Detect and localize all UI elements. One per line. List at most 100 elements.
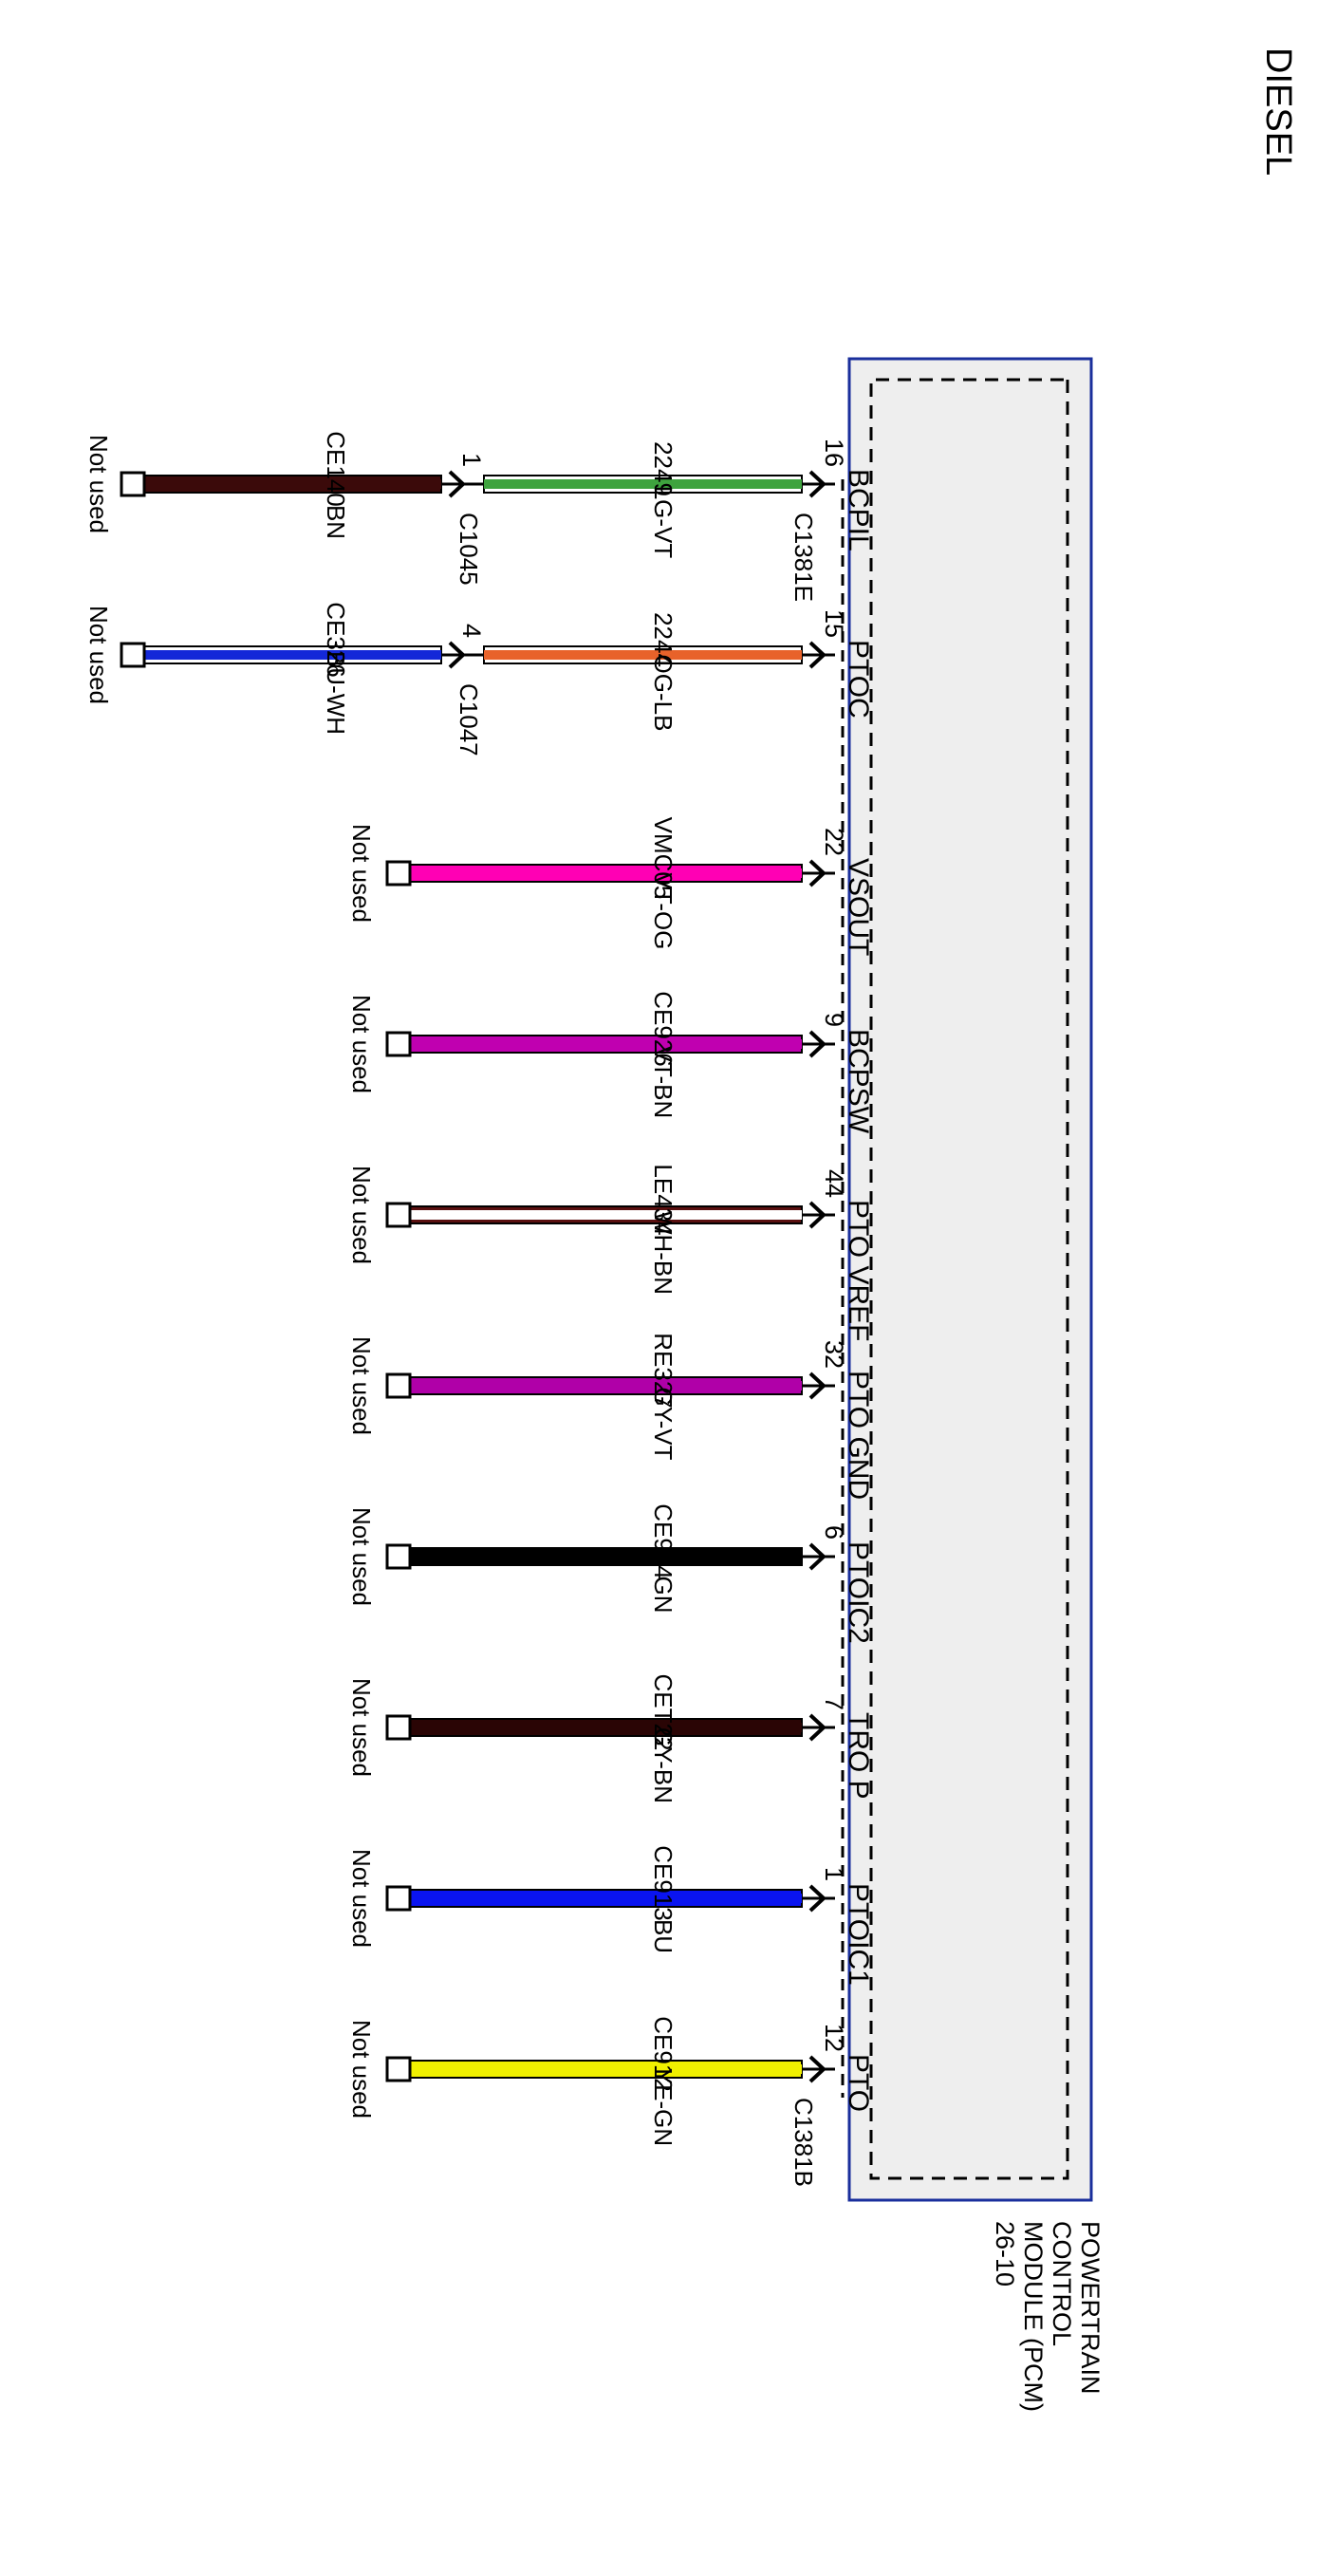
circuit-3-pin-label: 9 — [820, 1013, 848, 1027]
circuit-2-pin-label: 22 — [820, 828, 848, 856]
circuit-0-color-code-label: LG-VT — [649, 486, 678, 559]
circuit-0-pin-label: 16 — [820, 439, 848, 467]
circuit-5-end-terminal — [385, 1372, 412, 1399]
circuit-0-ext-circuit-label: CE140 — [322, 431, 350, 507]
circuit-5-wire — [399, 1381, 802, 1391]
circuit-1-ext-circuit-label: CE326 — [322, 602, 350, 678]
circuit-1-circuit-label: 2244 — [649, 612, 678, 667]
pcm-inner-dashed-box — [869, 378, 1069, 2180]
circuit-6-circuit-label: CE914 — [649, 1503, 678, 1579]
circuit-5-circuit-label: RE327 — [649, 1333, 678, 1409]
circuit-5-color-code-label: GY-VT — [649, 1387, 678, 1460]
circuit-1-ext-color-code-label: BU-WH — [322, 651, 350, 735]
circuit-0-wire — [484, 479, 802, 489]
module-label-line-1: POWERTRAIN — [1076, 2221, 1105, 2395]
circuit-2-color-code-label: VT-OG — [649, 873, 678, 950]
circuit-8-pin-chevron — [808, 1884, 826, 1913]
circuit-2-circuit-label: VMC05 — [649, 817, 678, 900]
circuit-7-pin-label: 7 — [820, 1696, 848, 1710]
circuit-1-end-terminal — [120, 642, 146, 668]
connector-label-c1381e: C1381E — [789, 513, 818, 602]
circuit-9-circuit-label: CE912 — [649, 2016, 678, 2092]
circuit-3-end-terminal — [385, 1031, 412, 1057]
circuit-6-color-code-label: GN — [649, 1577, 678, 1614]
circuit-1-not-used-label: Not used — [84, 606, 113, 704]
circuit-4-signal-label: PTO VREF — [843, 1200, 874, 1341]
circuit-6-not-used-label: Not used — [347, 1507, 376, 1606]
module-label-line-4: 26-10 — [991, 2221, 1019, 2287]
circuit-0-not-used-label: Not used — [84, 435, 113, 533]
module-label-line-3: MODULE (PCM) — [1019, 2221, 1048, 2412]
circuit-7-signal-label: TRO P — [843, 1712, 874, 1800]
circuit-1-pin-label: 15 — [820, 609, 848, 638]
circuit-0-pin-chevron — [808, 470, 826, 498]
circuit-0-circuit-label: 2249 — [649, 441, 678, 496]
circuit-8-color-code-label: BU — [649, 1919, 678, 1953]
circuit-4-pin-label: 44 — [820, 1169, 848, 1198]
circuit-9-end-terminal — [385, 2056, 412, 2082]
module-label: POWERTRAIN CONTROL MODULE (PCM) 26-10 — [991, 2221, 1105, 2412]
circuit-1-ext-pin-label: 4 — [457, 624, 486, 638]
connector-label-c1381b: C1381B — [789, 2098, 818, 2187]
circuit-6-end-terminal — [385, 1543, 412, 1570]
circuit-3-not-used-label: Not used — [347, 995, 376, 1093]
circuit-2-end-terminal — [385, 860, 412, 887]
circuit-0-signal-label: BCPIL — [843, 469, 874, 551]
circuit-8-circuit-label: CE913 — [649, 1845, 678, 1921]
circuit-2-wire — [399, 868, 802, 878]
circuit-6-wire — [399, 1552, 802, 1561]
circuit-8-end-terminal — [385, 1885, 412, 1912]
circuit-3-color-code-label: VT-BN — [649, 1046, 678, 1119]
circuit-4-circuit-label: LE434 — [649, 1164, 678, 1235]
circuit-7-circuit-label: CET22 — [649, 1674, 678, 1751]
circuit-3-pin-chevron — [808, 1030, 826, 1058]
circuit-1-wire — [484, 650, 802, 660]
diagram-rotated-group: DIESEL POWERTRAIN CONTROL MODULE (PCM) 2… — [84, 47, 1298, 2412]
circuit-8-not-used-label: Not used — [347, 1849, 376, 1948]
circuit-4-end-terminal — [385, 1202, 412, 1228]
circuit-5-signal-label: PTO GND — [843, 1371, 874, 1500]
circuit-3-signal-label: BCPSW — [843, 1029, 874, 1134]
circuit-6-signal-label: PTOIC2 — [843, 1541, 874, 1644]
connector-label-c1045: C1045 — [455, 513, 483, 586]
circuit-0-ext-color-code-label: BN — [322, 505, 350, 539]
circuit-4-pin-chevron — [808, 1201, 826, 1229]
circuit-4-wire — [399, 1210, 802, 1220]
circuit-7-color-code-label: GY-BN — [649, 1727, 678, 1803]
circuit-5-not-used-label: Not used — [347, 1336, 376, 1435]
circuit-7-wire — [399, 1723, 802, 1732]
connector-label-c1047: C1047 — [455, 683, 483, 756]
circuit-1-ext-wire — [133, 650, 441, 660]
circuit-9-pin-chevron — [808, 2055, 826, 2083]
circuit-4-not-used-label: Not used — [347, 1166, 376, 1264]
circuit-7-pin-chevron — [808, 1713, 826, 1742]
circuit-8-signal-label: PTOIC1 — [843, 1883, 874, 1986]
circuit-1-ext-chevron — [448, 641, 466, 669]
diagram-title: DIESEL — [1258, 47, 1298, 176]
circuit-2-not-used-label: Not used — [347, 824, 376, 923]
circuit-6-pin-chevron — [808, 1542, 826, 1571]
circuit-0-ext-pin-label: 1 — [457, 453, 486, 467]
circuit-2-pin-chevron — [808, 859, 826, 887]
circuit-5-pin-chevron — [808, 1372, 826, 1400]
circuit-7-not-used-label: Not used — [347, 1678, 376, 1777]
module-label-line-2: CONTROL — [1048, 2221, 1076, 2346]
circuit-1-signal-label: PTOC — [843, 640, 874, 719]
circuit-0-end-terminal — [120, 471, 146, 497]
circuit-3-wire — [399, 1039, 802, 1049]
circuit-9-pin-label: 12 — [820, 2024, 848, 2052]
circuit-9-wire — [399, 2064, 802, 2074]
circuit-2-signal-label: VSOUT — [843, 858, 874, 956]
circuit-5-pin-label: 32 — [820, 1340, 848, 1369]
pcm-module-box — [847, 357, 1093, 2202]
circuit-0-ext-wire — [133, 479, 441, 489]
circuit-0-ext-chevron — [448, 470, 466, 498]
circuit-6-pin-label: 6 — [820, 1525, 848, 1540]
circuit-8-pin-label: 1 — [820, 1867, 848, 1881]
circuit-1-color-code-label: OG-LB — [649, 655, 678, 732]
circuit-3-circuit-label: CE926 — [649, 991, 678, 1067]
circuit-4-color-code-label: WH-BN — [649, 1211, 678, 1295]
